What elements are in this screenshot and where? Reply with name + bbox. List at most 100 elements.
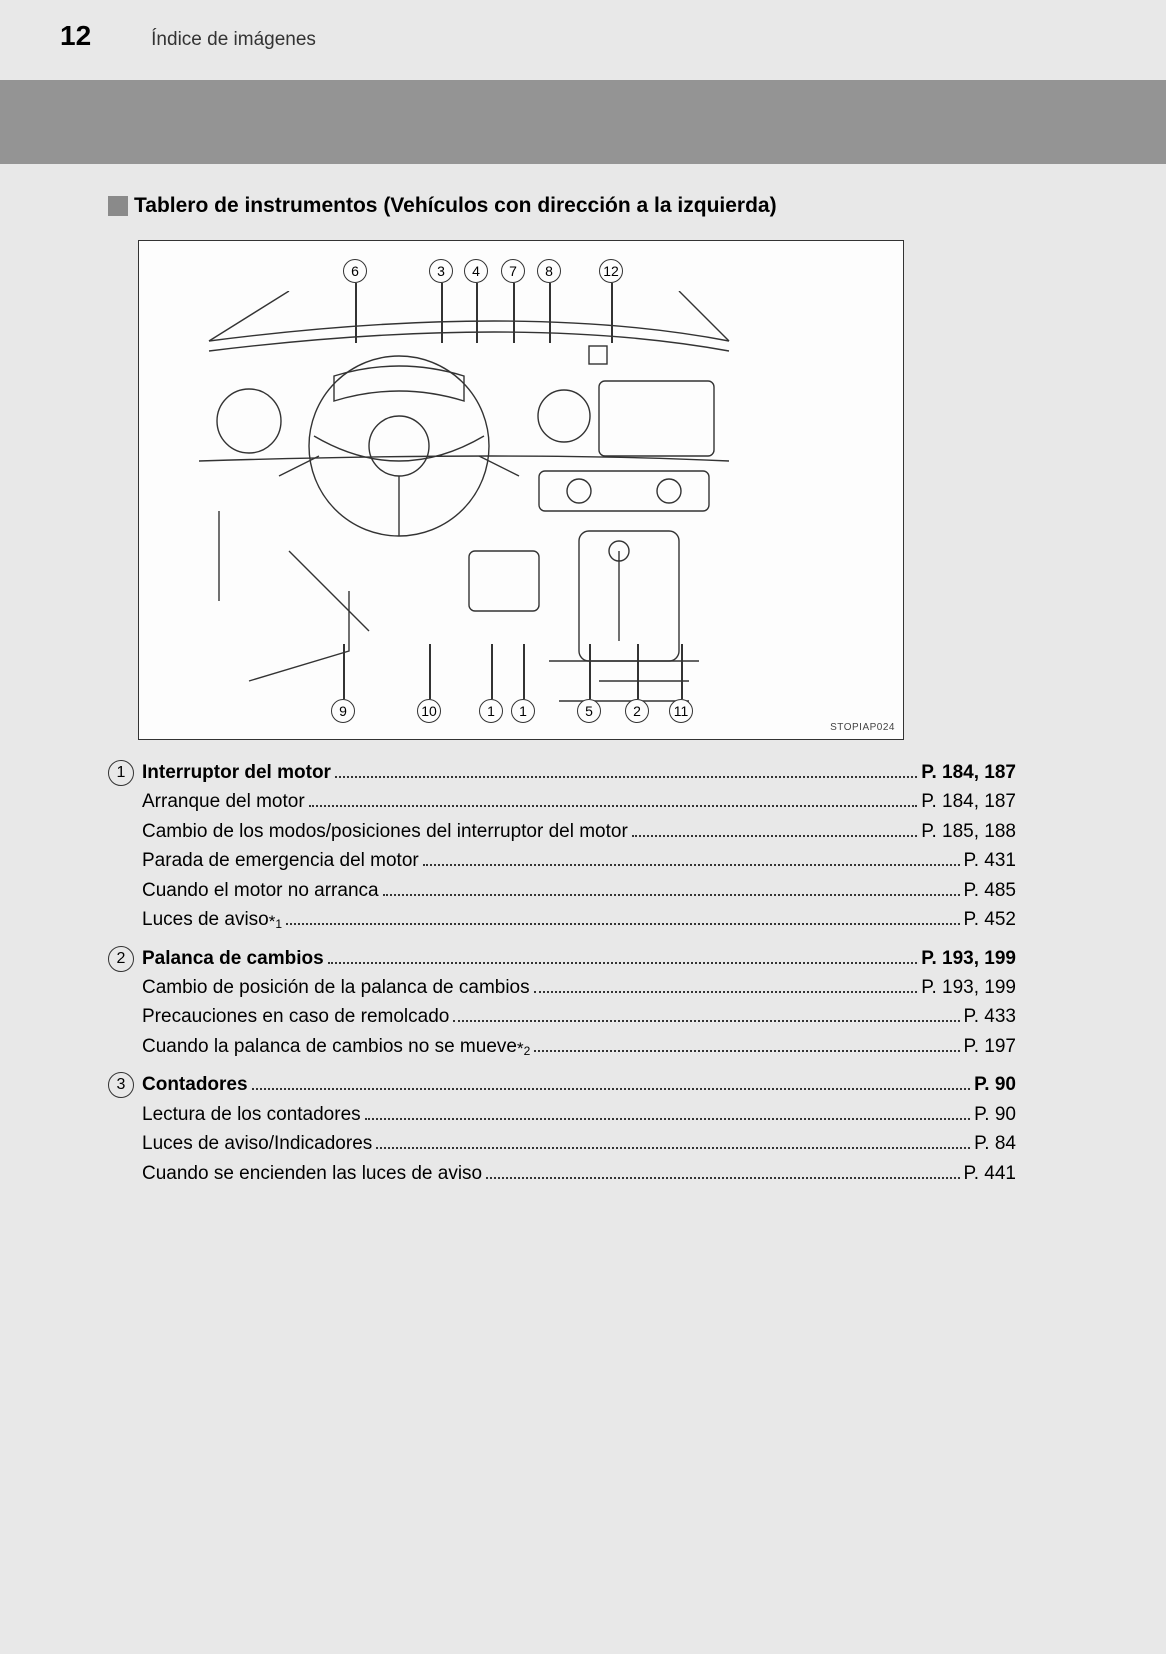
diagram-callout: 3	[429, 259, 453, 283]
callout-leader	[611, 283, 613, 343]
index-item: 1Interruptor del motor P. 184, 187Arranq…	[108, 758, 1016, 936]
index-row: Interruptor del motor P. 184, 187	[142, 758, 1016, 787]
row-pages: P. 452	[964, 905, 1016, 934]
index-item: 2Palanca de cambios P. 193, 199Cambio de…	[108, 944, 1016, 1063]
row-label: Cuando el motor no arranca	[142, 876, 379, 905]
row-pages: P. 433	[964, 1002, 1016, 1031]
row-pages: P. 184, 187	[921, 787, 1016, 816]
diagram-callout: 12	[599, 259, 623, 283]
item-lines: Palanca de cambios P. 193, 199Cambio de …	[142, 944, 1016, 1063]
diagram-callout: 11	[669, 699, 693, 723]
row-pages: P. 90	[974, 1100, 1016, 1129]
callout-leader	[523, 644, 525, 699]
callout-leader	[343, 644, 345, 699]
row-label: Arranque del motor	[142, 787, 305, 816]
leader-dots	[365, 1103, 970, 1120]
row-pages: P. 185, 188	[921, 817, 1016, 846]
diagram-callout: 9	[331, 699, 355, 723]
row-label: Precauciones en caso de remolcado	[142, 1002, 449, 1031]
index-row: Luces de aviso*1 P. 452	[142, 905, 1016, 935]
leader-dots	[328, 946, 918, 963]
item-number: 3	[108, 1072, 134, 1098]
diagram-callout: 5	[577, 699, 601, 723]
leader-dots	[252, 1073, 971, 1090]
index-row: Palanca de cambios P. 193, 199	[142, 944, 1016, 973]
leader-dots	[534, 1035, 959, 1052]
diagram-callout: 7	[501, 259, 525, 283]
callout-leader	[441, 283, 443, 343]
square-bullet-icon	[108, 196, 128, 216]
diagram-code: STOPIAP024	[830, 722, 895, 733]
diagram-callout: 4	[464, 259, 488, 283]
row-pages: P. 431	[964, 846, 1016, 875]
index-row: Cuando el motor no arranca P. 485	[142, 876, 1016, 905]
index-row: Cambio de los modos/posiciones del inter…	[142, 817, 1016, 846]
callout-leader	[355, 283, 357, 343]
index-row: Cuando se encienden las luces de aviso P…	[142, 1159, 1016, 1188]
index-row: Arranque del motor P. 184, 187	[142, 787, 1016, 816]
section-title-row: Tablero de instrumentos (Vehículos con d…	[108, 194, 1016, 218]
diagram-callout: 1	[511, 699, 535, 723]
row-label: Contadores	[142, 1070, 248, 1099]
item-lines: Contadores P. 90Lectura de los contadore…	[142, 1070, 1016, 1188]
row-pages: P. 184, 187	[921, 758, 1016, 787]
section-title: Tablero de instrumentos (Vehículos con d…	[134, 194, 777, 218]
callout-leader	[513, 283, 515, 343]
leader-dots	[423, 849, 960, 866]
row-pages: P. 485	[964, 876, 1016, 905]
callout-leader	[637, 644, 639, 699]
row-pages: P. 441	[964, 1159, 1016, 1188]
index-row: Precauciones en caso de remolcado P. 433	[142, 1002, 1016, 1031]
callout-leader	[491, 644, 493, 699]
dashboard-svg	[169, 291, 869, 711]
leader-dots	[383, 879, 960, 896]
item-number: 2	[108, 946, 134, 972]
row-label: Interruptor del motor	[142, 758, 331, 787]
row-label: Palanca de cambios	[142, 944, 324, 973]
callout-leader	[549, 283, 551, 343]
leader-dots	[335, 761, 917, 778]
footnote-ref: *1	[269, 909, 282, 930]
row-label: Luces de aviso*1	[142, 905, 282, 935]
row-pages: P. 84	[974, 1129, 1016, 1158]
row-label: Luces de aviso/Indicadores	[142, 1129, 372, 1158]
row-label: Parada de emergencia del motor	[142, 846, 419, 875]
row-label: Cambio de posición de la palanca de camb…	[142, 973, 530, 1002]
callout-leader	[429, 644, 431, 699]
row-pages: P. 193, 199	[921, 973, 1016, 1002]
item-number: 1	[108, 760, 134, 786]
index-row: Lectura de los contadores P. 90	[142, 1100, 1016, 1129]
index-row: Contadores P. 90	[142, 1070, 1016, 1099]
row-pages: P. 197	[964, 1032, 1016, 1061]
index-list: 1Interruptor del motor P. 184, 187Arranq…	[108, 758, 1016, 1188]
diagram-callout: 8	[537, 259, 561, 283]
leader-dots	[286, 908, 959, 925]
header-band	[0, 80, 1166, 164]
dashboard-diagram: 6 3478 12 9 10 11 52 11 STOPIAP024	[138, 240, 904, 740]
index-item: 3Contadores P. 90Lectura de los contador…	[108, 1070, 1016, 1188]
page-number: 12	[60, 20, 91, 52]
leader-dots	[453, 1005, 959, 1022]
diagram-callout: 6	[343, 259, 367, 283]
leader-dots	[486, 1162, 959, 1179]
callout-leader	[681, 644, 683, 699]
header-title: Índice de imágenes	[151, 29, 316, 51]
diagram-callout: 2	[625, 699, 649, 723]
row-label: Cambio de los modos/posiciones del inter…	[142, 817, 628, 846]
diagram-callout: 10	[417, 699, 441, 723]
item-lines: Interruptor del motor P. 184, 187Arranqu…	[142, 758, 1016, 936]
index-row: Cuando la palanca de cambios no se mueve…	[142, 1032, 1016, 1062]
row-pages: P. 193, 199	[921, 944, 1016, 973]
footnote-ref: *2	[517, 1036, 530, 1057]
leader-dots	[534, 976, 918, 993]
row-label: Lectura de los contadores	[142, 1100, 361, 1129]
page-header: 12 Índice de imágenes	[0, 0, 1166, 70]
index-row: Cambio de posición de la palanca de camb…	[142, 973, 1016, 1002]
callout-leader	[589, 644, 591, 699]
leader-dots	[376, 1132, 970, 1149]
diagram-callout: 1	[479, 699, 503, 723]
leader-dots	[632, 820, 917, 837]
row-pages: P. 90	[974, 1070, 1016, 1099]
row-label: Cuando se encienden las luces de aviso	[142, 1159, 482, 1188]
row-label: Cuando la palanca de cambios no se mueve…	[142, 1032, 530, 1062]
